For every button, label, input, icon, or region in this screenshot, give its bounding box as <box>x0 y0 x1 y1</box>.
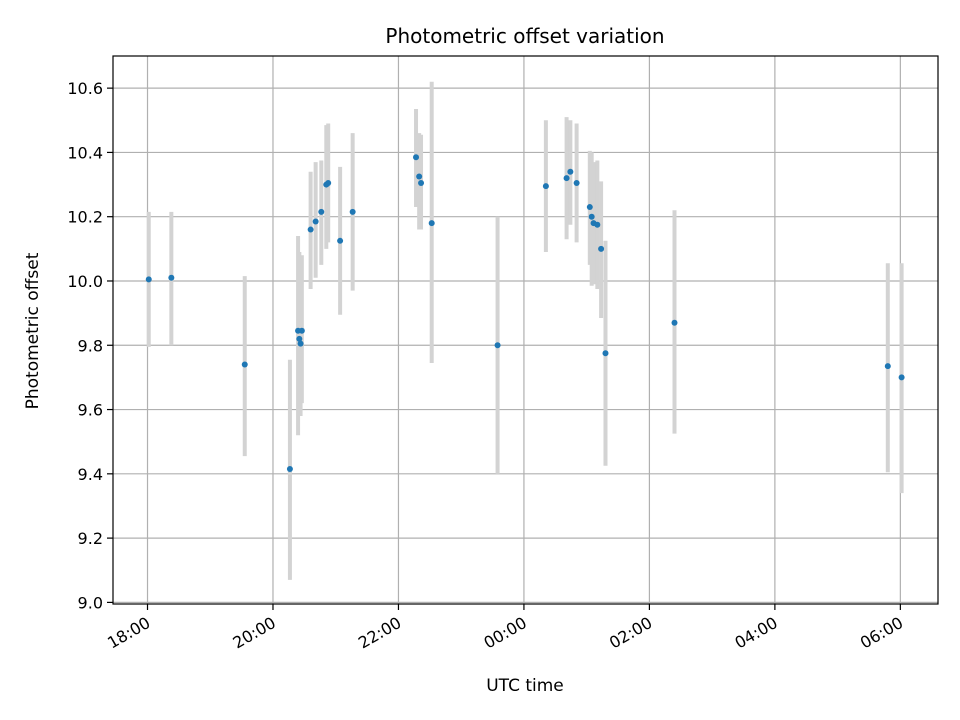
y-axis-label: Photometric offset <box>23 252 43 409</box>
data-point <box>418 179 425 186</box>
y-tick-label: 9.0 <box>78 593 103 612</box>
y-tick-label: 10.0 <box>67 272 103 291</box>
y-tick-label: 9.2 <box>78 529 103 548</box>
data-point <box>286 466 293 473</box>
data-point <box>241 361 248 368</box>
chart-title: Photometric offset variation <box>385 24 664 48</box>
data-point <box>588 213 595 220</box>
data-point <box>325 179 332 186</box>
plot-frame <box>112 55 939 605</box>
y-tick-label: 9.6 <box>78 401 103 420</box>
data-point <box>573 179 580 186</box>
x-tick-label: 04:00 <box>731 613 780 653</box>
data-point <box>349 208 356 215</box>
x-axis-ticks: 18:00 20:00 22:00 00:00 02:00 04:00 06:00 <box>104 604 906 653</box>
data-point <box>586 204 593 211</box>
grid-lines <box>113 56 938 604</box>
x-tick-label: 20:00 <box>230 613 279 653</box>
y-axis-ticks: 9.0 9.2 9.4 9.6 9.8 10.0 10.2 10.4 10.6 <box>67 79 113 612</box>
x-axis-label: UTC time <box>486 676 564 696</box>
error-bars <box>146 81 904 580</box>
data-point <box>296 335 303 342</box>
data-point <box>298 327 305 334</box>
data-point <box>598 245 605 252</box>
y-tick-label: 10.2 <box>67 208 103 227</box>
data-points <box>145 154 905 473</box>
data-point <box>168 274 175 281</box>
x-tick-label: 06:00 <box>857 613 906 653</box>
x-tick-label: 22:00 <box>355 613 404 653</box>
data-point <box>884 363 891 370</box>
data-point <box>297 340 304 347</box>
data-point <box>898 374 905 381</box>
data-point <box>428 220 435 227</box>
data-point <box>671 319 678 326</box>
y-tick-label: 10.6 <box>67 79 103 98</box>
x-tick-label: 00:00 <box>480 613 529 653</box>
y-tick-label: 9.8 <box>78 336 103 355</box>
data-point <box>307 226 314 233</box>
data-point <box>413 154 420 161</box>
data-point <box>318 208 325 215</box>
data-point <box>567 168 574 175</box>
data-point <box>494 342 501 349</box>
data-point <box>563 175 570 182</box>
data-point <box>416 173 423 180</box>
y-tick-label: 10.4 <box>67 143 103 162</box>
data-point <box>602 350 609 357</box>
x-tick-label: 02:00 <box>606 613 655 653</box>
data-point <box>145 276 152 283</box>
data-point <box>594 221 601 228</box>
x-tick-label: 18:00 <box>104 613 153 653</box>
data-point <box>337 237 344 244</box>
data-point <box>312 218 319 225</box>
y-tick-label: 9.4 <box>78 465 103 484</box>
data-point <box>542 183 549 190</box>
